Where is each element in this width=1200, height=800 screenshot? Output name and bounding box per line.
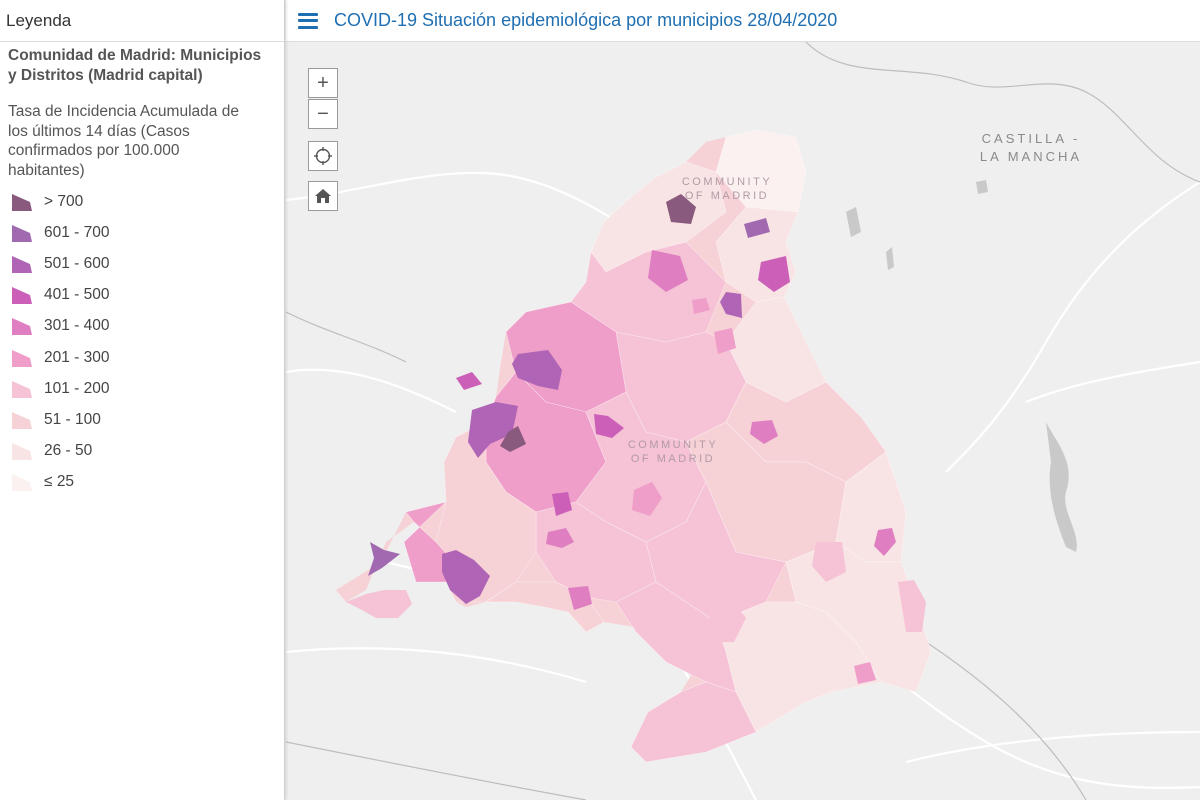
legend-swatch-icon — [10, 441, 34, 461]
legend-item: 601 - 700 — [10, 217, 284, 248]
legend-header: Leyenda — [0, 0, 284, 42]
menu-icon[interactable] — [298, 12, 318, 29]
legend-swatch-icon — [10, 348, 34, 368]
legend-item: 101 - 200 — [10, 373, 284, 404]
legend-label: 501 - 600 — [44, 254, 110, 272]
region-label-line2: LA MANCHA — [979, 149, 1083, 164]
legend-item: 501 - 600 — [10, 248, 284, 279]
map-area[interactable]: + − CASTILLA - LA MANCHA COMMUNITY OF MA… — [286, 42, 1200, 800]
community-label-north-line2: OF MADRID — [684, 190, 770, 202]
locate-button[interactable] — [308, 141, 338, 171]
legend-label: 101 - 200 — [44, 379, 110, 397]
zoom-out-button[interactable]: − — [308, 99, 338, 129]
home-button[interactable] — [308, 181, 338, 211]
legend-swatch-icon — [10, 316, 34, 336]
community-label-north: COMMUNITY OF MADRID — [672, 175, 782, 203]
legend-label: 26 - 50 — [44, 442, 93, 460]
zoom-out-label: − — [317, 102, 329, 125]
legend-label: 401 - 500 — [44, 286, 110, 304]
community-label-center: COMMUNITY OF MADRID — [618, 438, 728, 466]
zoom-in-button[interactable]: + — [308, 68, 338, 98]
legend-label: ≤ 25 — [44, 473, 75, 491]
legend-swatch-icon — [10, 223, 34, 243]
legend-item: 201 - 300 — [10, 342, 284, 373]
basemap[interactable] — [286, 42, 1200, 800]
legend-item: ≤ 25 — [10, 467, 284, 498]
layer-title: Comunidad de Madrid: Municipios y Distri… — [8, 47, 262, 84]
legend-item: 51 - 100 — [10, 404, 284, 435]
legend-item: > 700 — [10, 186, 284, 217]
zoom-in-label: + — [317, 71, 329, 94]
field-title: Tasa de Incidencia Acumulada de los últi… — [8, 103, 239, 179]
legend-swatch-icon — [10, 379, 34, 399]
legend-panel: Leyenda Comunidad de Madrid: Municipios … — [0, 0, 285, 800]
legend-label: > 700 — [44, 192, 84, 210]
home-icon — [315, 189, 331, 203]
legend-swatch-icon — [10, 285, 34, 305]
legend-swatch-icon — [10, 410, 34, 430]
legend-items: > 700 601 - 700 501 - 600 401 - 500 301 … — [10, 186, 284, 498]
legend-item: 301 - 400 — [10, 311, 284, 342]
legend-label: 601 - 700 — [44, 223, 110, 241]
legend-swatch-icon — [10, 192, 34, 212]
legend-label: 51 - 100 — [44, 410, 101, 428]
legend-label: 301 - 400 — [44, 317, 110, 335]
legend-label: 201 - 300 — [44, 348, 110, 366]
community-label-center-line2: OF MADRID — [630, 453, 716, 465]
top-bar: COVID-19 Situación epidemiológica por mu… — [286, 0, 1200, 42]
region-borders — [286, 42, 1200, 800]
hotspots[interactable] — [346, 194, 926, 684]
legend-swatch-icon — [10, 472, 34, 492]
crosshair-icon — [314, 147, 332, 165]
legend-item: 401 - 500 — [10, 280, 284, 311]
water — [846, 180, 1077, 552]
map-title: COVID-19 Situación epidemiológica por mu… — [334, 10, 838, 30]
region-label: CASTILLA - LA MANCHA — [966, 130, 1096, 166]
legend-title: Leyenda — [6, 11, 72, 30]
community-label-north-line1: COMMUNITY — [681, 176, 773, 188]
legend-swatch-icon — [10, 254, 34, 274]
legend-item: 26 - 50 — [10, 436, 284, 467]
region-label-line1: CASTILLA - — [981, 131, 1081, 146]
community-label-center-line1: COMMUNITY — [627, 439, 719, 451]
